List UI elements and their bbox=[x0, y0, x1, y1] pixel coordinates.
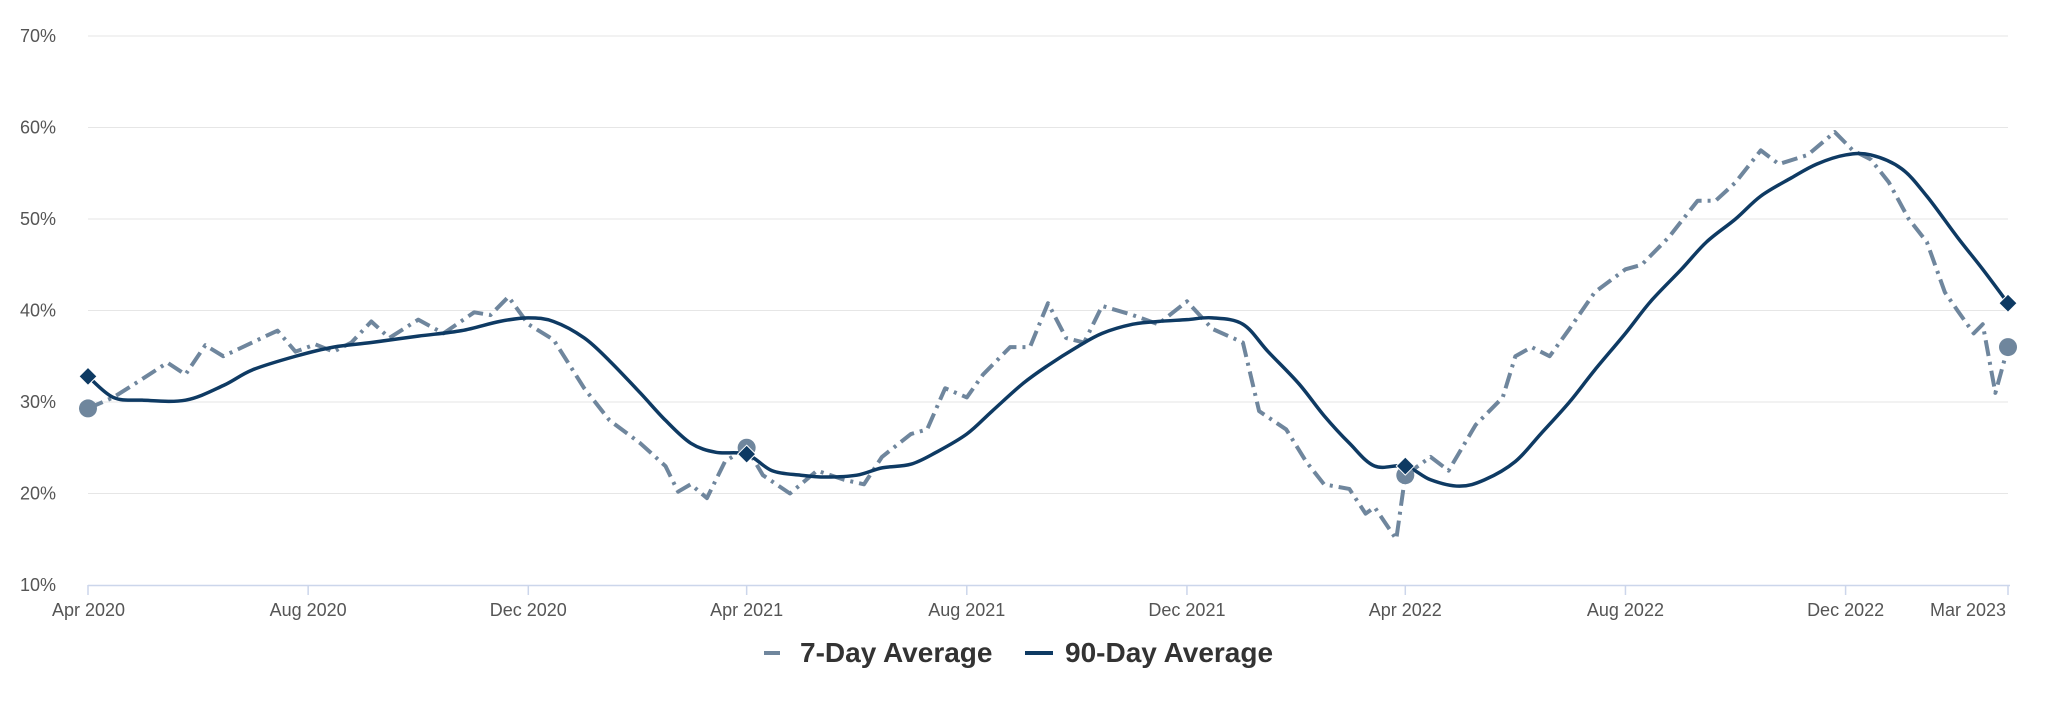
y-tick-label: 60% bbox=[20, 118, 56, 138]
data-point-marker[interactable] bbox=[1395, 456, 1415, 476]
data-point-marker[interactable] bbox=[1998, 293, 2018, 313]
y-tick-label: 70% bbox=[20, 26, 56, 46]
series-line-90-day bbox=[86, 151, 2010, 488]
legend-item-90-day[interactable]: 90-Day Average bbox=[1025, 637, 1273, 668]
y-tick-label: 10% bbox=[20, 575, 56, 595]
legend: 7-Day Average 90-Day Average bbox=[764, 637, 1273, 668]
legend-label: 90-Day Average bbox=[1065, 637, 1273, 668]
legend-label: 7-Day Average bbox=[800, 637, 992, 668]
grid-lines bbox=[88, 35, 2008, 494]
x-tick-label: Dec 2021 bbox=[1148, 600, 1225, 620]
x-axis-labels: Apr 2020 Aug 2020 Dec 2020 Apr 2021 Aug 2021… bbox=[52, 600, 2006, 620]
data-point-marker[interactable] bbox=[736, 444, 757, 464]
x-tick-label: Apr 2022 bbox=[1369, 600, 1442, 620]
y-tick-label: 20% bbox=[20, 484, 56, 504]
x-axis bbox=[87, 584, 2010, 595]
data-point-marker[interactable] bbox=[78, 366, 98, 387]
series-line-7-day bbox=[87, 130, 2010, 542]
data-point-marker[interactable] bbox=[1999, 338, 2017, 357]
y-tick-label: 50% bbox=[20, 209, 56, 229]
data-point-marker[interactable] bbox=[79, 399, 97, 418]
x-tick-label: Aug 2022 bbox=[1587, 600, 1664, 620]
x-tick-label: Aug 2020 bbox=[270, 600, 347, 620]
series-lines bbox=[86, 130, 2010, 542]
x-tick-label: Apr 2021 bbox=[710, 600, 783, 620]
x-tick-label: Dec 2022 bbox=[1807, 600, 1884, 620]
x-tick-label: Aug 2021 bbox=[928, 600, 1005, 620]
point-markers bbox=[78, 293, 2018, 485]
y-tick-label: 40% bbox=[20, 301, 56, 321]
x-tick-label: Apr 2020 bbox=[52, 600, 125, 620]
y-axis-labels: 10% 20% 30% 40% 50% 60% 70% bbox=[20, 26, 56, 595]
legend-item-7-day[interactable]: 7-Day Average bbox=[764, 637, 992, 668]
y-tick-label: 30% bbox=[20, 392, 56, 412]
x-tick-label: Mar 2023 bbox=[1930, 600, 2006, 620]
x-tick-label: Dec 2020 bbox=[490, 600, 567, 620]
